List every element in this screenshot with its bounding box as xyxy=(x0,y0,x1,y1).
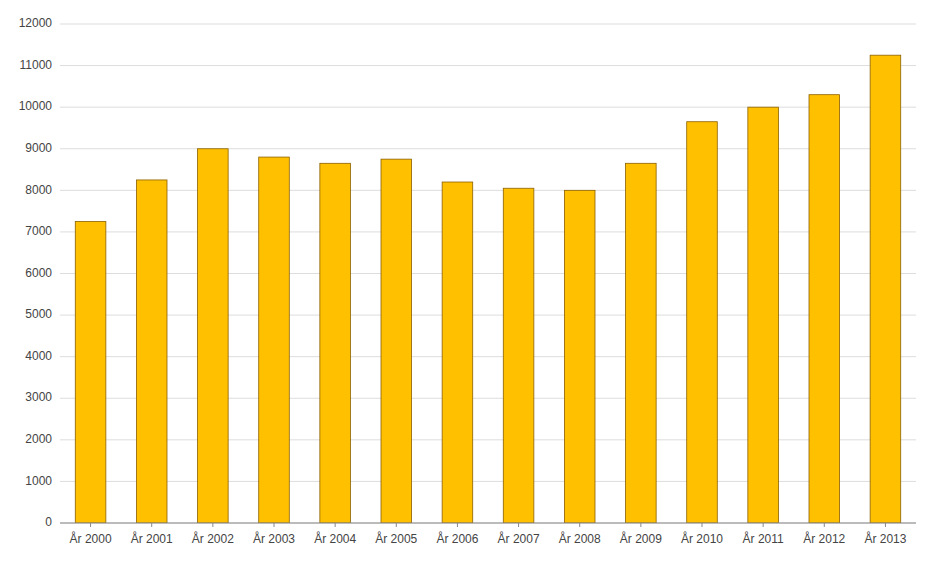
bar xyxy=(809,95,840,523)
y-axis: 0 1000 2000 3000 4000 5000 6000 7000 8000 9000 100… xyxy=(19,16,53,529)
y-tick-label: 5000 xyxy=(25,307,52,321)
x-tick-label: År 2004 xyxy=(314,531,356,546)
grid-line xyxy=(60,273,916,274)
grid xyxy=(60,24,916,523)
y-tick-label: 12000 xyxy=(19,16,53,30)
grid-line xyxy=(60,315,916,316)
x-tick-label: År 2003 xyxy=(253,531,295,546)
y-tick-label: 7000 xyxy=(25,224,52,238)
bar xyxy=(564,190,595,523)
x-tick xyxy=(151,523,152,527)
bar xyxy=(136,180,167,523)
x-tick-label: År 2002 xyxy=(192,531,234,546)
grid-line xyxy=(60,439,916,440)
bar xyxy=(259,157,290,523)
x-tick xyxy=(457,523,458,527)
y-tick-label: 8000 xyxy=(25,183,52,197)
x-tick xyxy=(518,523,519,527)
bar xyxy=(687,122,718,523)
y-tick-label: 2000 xyxy=(25,432,52,446)
x-tick-label: År 2000 xyxy=(70,531,112,546)
y-tick-label: 10000 xyxy=(19,99,53,113)
bar xyxy=(320,163,351,523)
bar xyxy=(198,149,229,523)
grid-line xyxy=(60,481,916,482)
x-tick xyxy=(763,523,764,527)
bars xyxy=(75,55,900,523)
grid-line xyxy=(60,398,916,399)
x-tick xyxy=(212,523,213,527)
y-tick-label: 4000 xyxy=(25,349,52,363)
bar xyxy=(75,222,106,523)
grid-line xyxy=(60,190,916,191)
x-tick xyxy=(702,523,703,527)
x-tick xyxy=(335,523,336,527)
chart: 0 1000 2000 3000 4000 5000 6000 7000 8000 9000 100… xyxy=(0,0,940,567)
y-tick-label: 3000 xyxy=(25,390,52,404)
grid-line xyxy=(60,231,916,232)
x-tick xyxy=(579,523,580,527)
x-tick-label: År 2011 xyxy=(743,531,784,546)
x-tick xyxy=(824,523,825,527)
x-tick-label: År 2001 xyxy=(131,531,173,546)
bar xyxy=(748,107,779,523)
bar xyxy=(442,182,473,523)
x-tick-label: År 2012 xyxy=(803,531,845,546)
grid-line xyxy=(60,24,916,25)
grid-line xyxy=(60,65,916,66)
grid-line xyxy=(60,523,916,524)
y-tick-label: 11000 xyxy=(20,58,53,72)
grid-line xyxy=(60,356,916,357)
x-axis-line xyxy=(60,523,916,524)
bar xyxy=(381,159,412,523)
y-tick-label: 1000 xyxy=(25,474,52,488)
x-tick-label: År 2007 xyxy=(498,531,540,546)
y-tick-label: 6000 xyxy=(25,266,52,280)
x-tick xyxy=(90,523,91,527)
x-tick-label: År 2006 xyxy=(436,531,478,546)
x-tick-label: År 2005 xyxy=(375,531,417,546)
bar xyxy=(626,163,657,523)
x-tick-label: År 2013 xyxy=(864,531,906,546)
bar xyxy=(870,55,901,523)
y-tick-label: 9000 xyxy=(25,141,52,155)
bar xyxy=(503,188,534,523)
x-tick xyxy=(885,523,886,527)
grid-line xyxy=(60,148,916,149)
y-tick-label: 0 xyxy=(45,515,52,529)
chart-container: 0 1000 2000 3000 4000 5000 6000 7000 8000 9000 100… xyxy=(0,0,940,567)
x-tick xyxy=(640,523,641,527)
x-tick xyxy=(274,523,275,527)
x-tick-label: År 2008 xyxy=(559,531,601,546)
x-axis: År 2000 År 2001 År 2002 År 2003 År 2004 År 20… xyxy=(60,523,916,546)
x-tick xyxy=(396,523,397,527)
x-tick-label: År 2009 xyxy=(620,531,662,546)
grid-line xyxy=(60,107,916,108)
x-tick-label: År 2010 xyxy=(681,531,723,546)
